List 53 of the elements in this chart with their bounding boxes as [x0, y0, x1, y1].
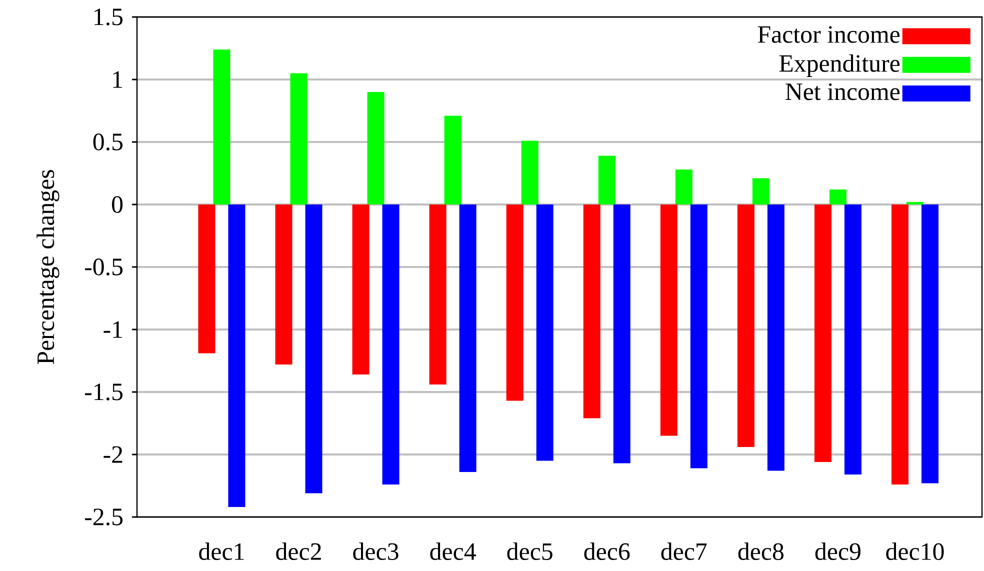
x-tick-label: dec3	[353, 542, 398, 560]
bar	[583, 204, 600, 418]
bar	[598, 156, 616, 204]
y-tick-label: -0.5	[84, 258, 123, 276]
y-tick-label: -1.5	[84, 384, 123, 400]
bar	[506, 204, 524, 401]
bar	[367, 92, 384, 204]
bar	[459, 204, 476, 472]
x-tick-label: dec7	[661, 542, 707, 560]
bar	[737, 204, 754, 447]
bar	[921, 204, 938, 484]
x-tick-label: dec5	[507, 542, 552, 560]
bar	[228, 204, 246, 507]
legend-label: Factor income	[758, 26, 900, 43]
bar	[752, 178, 770, 204]
bar	[690, 204, 708, 468]
x-tick-label: dec1	[199, 542, 244, 560]
x-tick-label: dec4	[430, 542, 476, 560]
bar	[660, 204, 678, 436]
bar	[829, 189, 846, 204]
bar	[675, 169, 692, 204]
bar	[352, 204, 370, 374]
bar	[767, 204, 784, 471]
x-tick-label: dec8	[738, 542, 784, 560]
legend-label: Expenditure	[779, 54, 900, 77]
y-tick-label: -2	[104, 446, 122, 463]
bar	[198, 204, 216, 354]
bar	[290, 73, 308, 204]
bar	[891, 204, 908, 484]
y-tick-label: -2.5	[84, 508, 123, 526]
x-tick-label: dec6	[584, 542, 630, 560]
bar	[382, 204, 400, 484]
x-tick-label: dec9	[815, 542, 860, 560]
y-axis-title: Percentage changes	[36, 170, 60, 364]
bar	[275, 204, 292, 364]
y-tick-label: 1	[113, 71, 122, 88]
bar	[444, 116, 462, 204]
bar	[213, 49, 230, 204]
bar	[521, 140, 538, 204]
y-tick-label: 0.5	[93, 134, 123, 150]
bar	[536, 204, 554, 461]
x-tick-label: dec10	[886, 542, 944, 560]
legend-label: Net income	[786, 83, 900, 100]
x-tick-label: dec2	[276, 542, 321, 560]
bar	[814, 204, 832, 462]
y-tick-label: 1.5	[94, 8, 123, 26]
bar	[906, 202, 924, 204]
bar	[613, 204, 630, 464]
bar	[844, 204, 862, 474]
bar	[305, 204, 322, 494]
bar	[429, 204, 446, 384]
y-tick-label: 0	[112, 196, 123, 213]
y-tick-label: -1	[104, 321, 122, 338]
